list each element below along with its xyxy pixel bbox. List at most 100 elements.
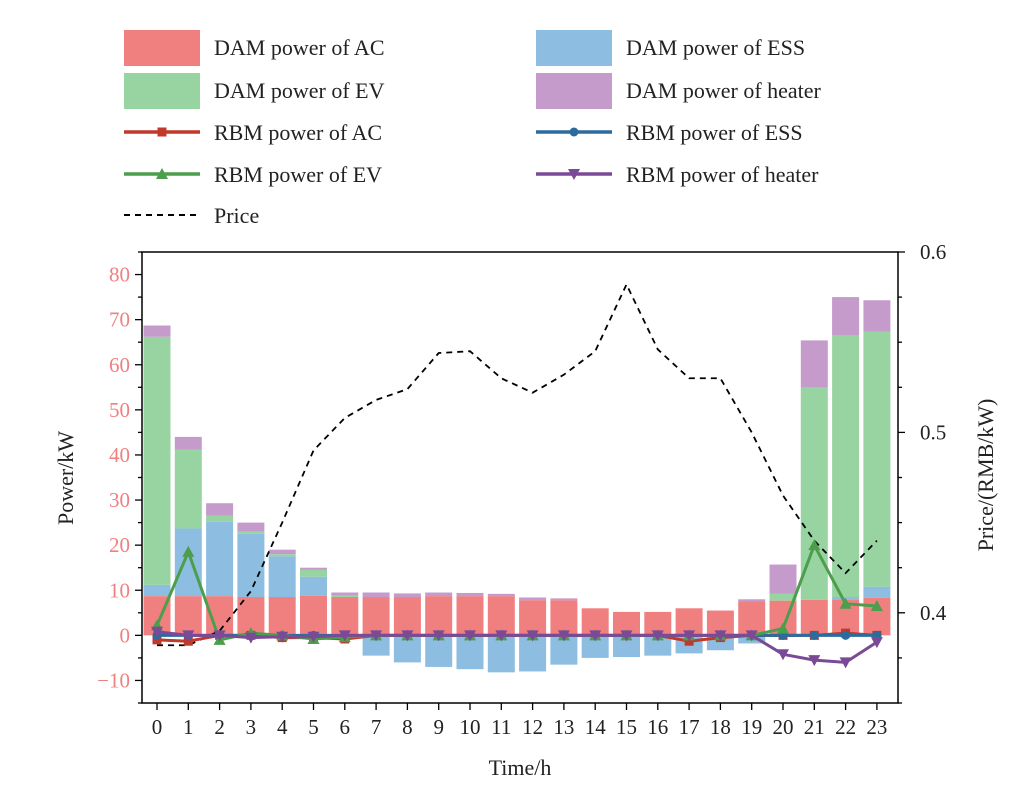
bar-dam-ac-21 bbox=[800, 599, 828, 636]
rbm-ev-marker-20 bbox=[777, 622, 789, 634]
legend-label: DAM power of ESS bbox=[626, 35, 805, 60]
bar-dam-ess-3 bbox=[237, 533, 265, 598]
bar-dam-ess-4 bbox=[268, 556, 296, 598]
y-left-tick-label: 70 bbox=[109, 308, 130, 332]
bar-dam-ess-14 bbox=[581, 635, 609, 658]
x-tick-label: 14 bbox=[585, 715, 607, 739]
legend-swatch bbox=[536, 73, 612, 109]
bar-dam-heater-1 bbox=[174, 436, 202, 450]
y-left-tick-label: −10 bbox=[97, 668, 130, 692]
x-tick-label: 5 bbox=[308, 715, 319, 739]
bar-dam-heater-4 bbox=[268, 549, 296, 555]
y-right-tick-label: 0.6 bbox=[920, 240, 946, 264]
bar-dam-heater-6 bbox=[331, 592, 359, 596]
rbm-ac-marker-0 bbox=[152, 635, 162, 645]
bar-dam-heater-8 bbox=[393, 593, 421, 598]
legend-marker bbox=[569, 127, 579, 137]
price-layer bbox=[157, 282, 878, 647]
bar-dam-heater-10 bbox=[456, 592, 484, 597]
rbm-heater-marker-19 bbox=[745, 630, 758, 642]
rbm-heater-marker-9 bbox=[432, 630, 445, 642]
legend-item-dam-ev: DAM power of EV bbox=[124, 73, 385, 109]
bar-dam-heater-11 bbox=[487, 593, 515, 597]
bar-dam-ev-20 bbox=[769, 593, 797, 601]
bar-dam-ess-12 bbox=[519, 635, 547, 672]
x-tick-label: 23 bbox=[866, 715, 887, 739]
x-tick-label: 0 bbox=[152, 715, 163, 739]
bar-dam-ev-3 bbox=[237, 531, 265, 534]
y-left-tick-label: 20 bbox=[109, 533, 130, 557]
bar-dam-heater-19 bbox=[738, 599, 766, 602]
bar-dam-heater-21 bbox=[800, 340, 828, 388]
x-tick-label: 20 bbox=[773, 715, 794, 739]
legend-item-price: Price bbox=[124, 203, 259, 228]
x-tick-label: 18 bbox=[710, 715, 731, 739]
legend-item-rbm-ev: RBM power of EV bbox=[124, 162, 382, 187]
legend-label: DAM power of EV bbox=[214, 78, 385, 103]
legend-marker bbox=[157, 127, 167, 137]
rbm-heater-marker-11 bbox=[495, 630, 508, 642]
x-tick-label: 3 bbox=[246, 715, 257, 739]
rbm-heater-marker-16 bbox=[651, 630, 664, 642]
bar-dam-ev-22 bbox=[832, 335, 860, 598]
y-left-tick-label: 60 bbox=[109, 353, 130, 377]
bar-dam-ev-6 bbox=[331, 595, 359, 598]
bar-dam-ess-2 bbox=[206, 521, 234, 597]
rbm-ess-marker-21 bbox=[809, 630, 819, 640]
rbm-heater-marker-23 bbox=[870, 637, 883, 649]
x-tick-label: 21 bbox=[804, 715, 825, 739]
y-axis-right-label: Price/(RMB/kW) bbox=[973, 399, 998, 552]
rbm-heater-marker-7 bbox=[370, 630, 383, 642]
y-left-tick-label: 30 bbox=[109, 488, 130, 512]
bars-group bbox=[143, 297, 891, 673]
bar-dam-ac-6 bbox=[331, 597, 359, 636]
y-left-tick-label: 40 bbox=[109, 443, 130, 467]
bar-dam-ess-16 bbox=[644, 635, 672, 656]
bar-dam-ess-7 bbox=[362, 635, 390, 656]
rbm-heater-marker-22 bbox=[839, 657, 852, 669]
rbm-heater-marker-0 bbox=[151, 626, 163, 638]
bar-dam-heater-12 bbox=[519, 597, 547, 601]
bar-dam-ev-0 bbox=[143, 336, 171, 585]
price-line bbox=[157, 282, 878, 647]
bar-dam-ess-1 bbox=[174, 528, 202, 597]
x-tick-label: 12 bbox=[522, 715, 543, 739]
legend: DAM power of AC DAM power of ESS DAM power… bbox=[124, 30, 822, 228]
bar-dam-heater-0 bbox=[143, 325, 171, 337]
bar-dam-ev-5 bbox=[300, 569, 327, 577]
legend-item-dam-heater: DAM power of heater bbox=[536, 73, 822, 109]
bar-dam-heater-3 bbox=[237, 522, 265, 532]
bar-dam-ess-5 bbox=[300, 576, 327, 596]
rbm-heater-marker-21 bbox=[808, 655, 821, 667]
x-tick-label: 4 bbox=[277, 715, 288, 739]
rbm-heater-marker-1 bbox=[182, 630, 195, 642]
bar-dam-ev-4 bbox=[268, 554, 296, 557]
x-tick-label: 11 bbox=[491, 715, 511, 739]
legend-item-rbm-ac: RBM power of AC bbox=[124, 120, 382, 145]
y-left-tick-label: 10 bbox=[109, 578, 130, 602]
rbm-heater-marker-6 bbox=[338, 630, 351, 642]
bar-dam-ess-11 bbox=[487, 635, 515, 673]
legend-label: DAM power of heater bbox=[626, 78, 822, 103]
x-tick-label: 10 bbox=[460, 715, 481, 739]
legend-label: RBM power of EV bbox=[214, 162, 382, 187]
x-axis-label: Time/h bbox=[489, 755, 552, 780]
bar-dam-ess-23 bbox=[863, 586, 891, 598]
rbm-heater-marker-2 bbox=[213, 630, 226, 642]
bar-dam-heater-2 bbox=[206, 503, 234, 516]
x-tick-label: 15 bbox=[616, 715, 637, 739]
x-tick-label: 22 bbox=[835, 715, 856, 739]
legend-item-rbm-ess: RBM power of ESS bbox=[536, 120, 803, 145]
rbm-heater-marker-13 bbox=[557, 630, 570, 642]
legend-label: Price bbox=[214, 203, 259, 228]
bar-dam-ac-7 bbox=[362, 597, 390, 636]
bar-dam-ac-9 bbox=[425, 596, 453, 636]
bar-dam-ev-23 bbox=[863, 331, 891, 587]
y-right-tick-label: 0.5 bbox=[920, 420, 946, 444]
bar-dam-ac-16 bbox=[644, 611, 672, 636]
rbm-ev-marker-22 bbox=[839, 597, 852, 609]
y-left-tick-label: 80 bbox=[109, 263, 130, 287]
x-tick-label: 2 bbox=[214, 715, 225, 739]
